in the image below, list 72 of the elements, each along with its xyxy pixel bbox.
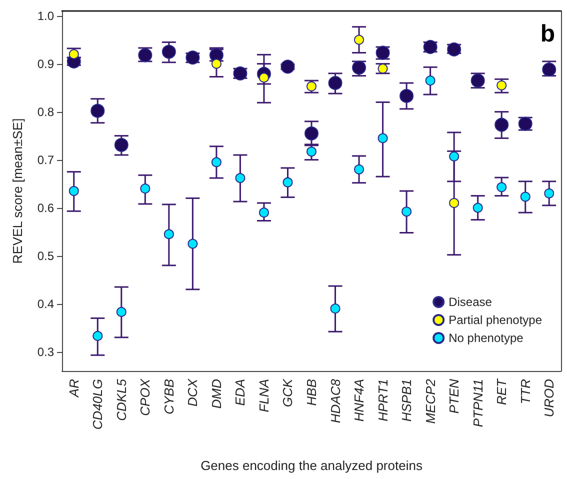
y-tick-label: 0.7 (37, 152, 54, 167)
point (114, 138, 128, 152)
point (306, 146, 316, 157)
legend-label: Disease (448, 295, 492, 309)
point (164, 229, 174, 240)
point (116, 306, 126, 317)
y-tick-label: 0.8 (37, 104, 54, 119)
point (68, 49, 79, 60)
point (402, 206, 412, 217)
point (211, 157, 222, 168)
point (496, 182, 507, 192)
point (330, 304, 340, 314)
y-tick-label: 0.9 (37, 56, 54, 71)
point (544, 188, 554, 198)
x-tick-label: TTR (518, 379, 533, 404)
x-tick-label: EDA (232, 379, 248, 406)
y-axis-title: REVEL score [mean±SE] (10, 118, 25, 264)
point (494, 118, 509, 132)
legend-label: Partial phenotype (448, 313, 542, 327)
annotation: b (540, 20, 556, 48)
x-tick-label: HBB (304, 378, 319, 406)
y-tick-label: 0.3 (37, 344, 54, 359)
x-tick-label: PTPN11 (470, 379, 486, 428)
x-axis-title: Genes encoding the analyzed proteins (200, 458, 423, 473)
x-tick-label: DMD (208, 379, 224, 409)
x-tick-label: FLNA (256, 379, 272, 412)
point (306, 81, 316, 92)
x-tick-label: HPRT1 (375, 379, 390, 422)
x-tick-label: HSPB1 (399, 379, 414, 422)
point (496, 80, 507, 90)
point (92, 330, 103, 341)
x-tick-label: GCK (280, 378, 296, 408)
y-tick-label: 1.0 (37, 8, 54, 23)
x-tick-label: PTEN (446, 378, 462, 414)
x-tick-label: RET (494, 378, 510, 405)
x-tick-label: CPOX (138, 378, 153, 416)
point (400, 88, 414, 103)
point (378, 133, 388, 144)
point (90, 104, 105, 118)
x-tick-label: AR (66, 379, 82, 398)
point (449, 151, 460, 162)
point (280, 60, 295, 74)
x-tick-label: HNF4A (352, 379, 367, 422)
point (68, 186, 79, 196)
x-tick-label: UROD (542, 379, 557, 418)
point (425, 76, 436, 86)
y-tick-label: 0.6 (37, 200, 54, 215)
point (258, 208, 269, 218)
point (162, 44, 176, 59)
point (188, 238, 198, 249)
legend-label: No phenotype (448, 331, 524, 345)
x-tick-label: CD40LG (90, 379, 106, 430)
point (449, 198, 460, 208)
point (520, 192, 530, 202)
point (282, 177, 293, 188)
point (472, 202, 483, 213)
point (211, 58, 222, 69)
point (354, 164, 364, 174)
x-tick-label: MECP2 (422, 378, 438, 424)
point (328, 76, 342, 90)
x-tick-label: CYBB (161, 378, 176, 414)
point (378, 64, 388, 74)
point (354, 34, 364, 45)
x-tick-label: HDAC8 (328, 378, 343, 424)
y-tick-label: 0.4 (37, 296, 54, 311)
point (304, 126, 318, 140)
x-tick-label: CDKL5 (114, 378, 129, 421)
point (235, 173, 246, 184)
y-tick-label: 0.5 (37, 248, 54, 263)
x-tick-label: DCX (185, 378, 200, 406)
point (140, 184, 150, 194)
point (447, 42, 462, 56)
